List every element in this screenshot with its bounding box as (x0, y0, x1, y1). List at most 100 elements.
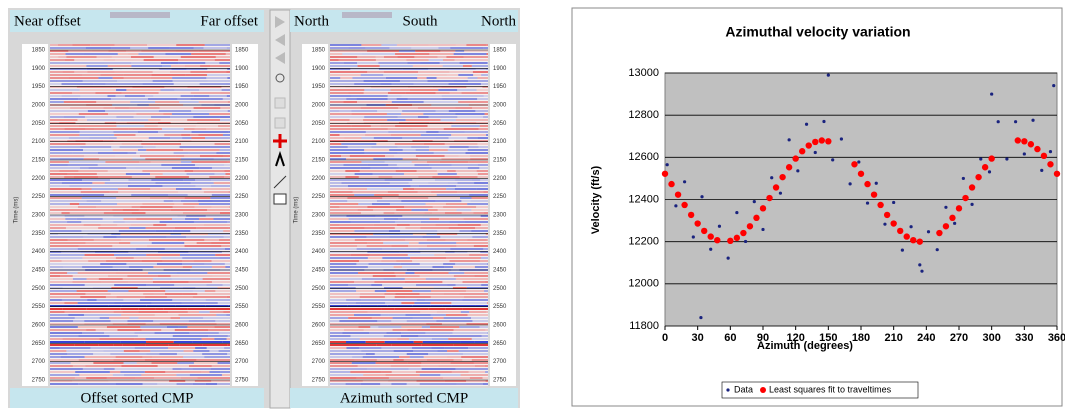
seismic-trace (110, 293, 144, 295)
tool-icon[interactable] (275, 73, 285, 83)
seismic-trace (412, 260, 450, 262)
seismic-trace (378, 326, 402, 328)
seismic-trace (222, 98, 230, 100)
seismic-trace (50, 167, 80, 169)
seismic-trace (330, 188, 349, 190)
tool-icon[interactable] (274, 117, 286, 129)
seismic-trace (196, 359, 230, 361)
seismic-trace (350, 233, 374, 235)
seismic-trace (461, 212, 474, 214)
seismic-trace (120, 233, 153, 235)
tool-icon[interactable] (275, 52, 285, 64)
seismic-trace (352, 212, 361, 214)
seismic-trace (189, 374, 222, 376)
seismic-trace (226, 338, 230, 340)
seismic-trace (50, 137, 69, 139)
seismic-trace (216, 314, 227, 316)
seismic-trace (413, 350, 438, 352)
seismic-trace (50, 155, 85, 157)
seismic-trace (412, 347, 432, 349)
seismic-trace (144, 359, 179, 361)
seismic-trace (384, 287, 403, 289)
seismic-trace (467, 239, 487, 241)
seismic-trace (486, 134, 488, 136)
seismic-trace (104, 182, 131, 184)
seismic-trace (50, 224, 84, 226)
seismic-trace (152, 233, 171, 235)
seismic-trace (397, 146, 412, 148)
seismic-trace (102, 149, 113, 151)
seismic-trace (84, 320, 111, 322)
seismic-trace (330, 278, 362, 280)
seismic-trace (404, 206, 433, 208)
seismic-trace (465, 290, 485, 292)
seismic-trace (137, 287, 161, 289)
seismic-trace (192, 368, 211, 370)
seismic-trace (116, 80, 153, 82)
seismic-trace (155, 230, 173, 232)
seismic-trace (346, 341, 366, 343)
seismic-trace (363, 122, 399, 124)
seismic-trace (330, 284, 349, 286)
tool-icon[interactable] (273, 134, 287, 148)
seismic-trace (218, 125, 230, 127)
seismic-trace (197, 377, 230, 379)
seismic-trace (203, 47, 227, 49)
seismic-trace (63, 116, 85, 118)
seismic-trace (72, 281, 102, 283)
seismic-trace (166, 236, 187, 238)
seismic-trace (109, 371, 121, 373)
seismic-trace (330, 299, 347, 301)
seismic-trace (61, 182, 93, 184)
seismic-trace (78, 245, 113, 247)
seismic-trace (421, 326, 431, 328)
seismic-trace (412, 290, 431, 292)
seismic-trace (123, 299, 141, 301)
seismic-trace (92, 359, 114, 361)
seismic-trace (222, 284, 230, 286)
seismic-trace (456, 242, 488, 244)
seismic-trace (85, 128, 95, 130)
seismic-trace (191, 53, 226, 55)
seismic-trace (182, 287, 196, 289)
seismic-trace (431, 167, 468, 169)
seismic-trace (471, 179, 481, 181)
y-tick-label: 2050 (32, 121, 46, 127)
seismic-trace (221, 251, 230, 253)
tool-icon[interactable] (275, 34, 285, 46)
seismic-trace (431, 338, 449, 340)
seismic-trace (227, 77, 230, 79)
seismic-trace (482, 140, 488, 142)
seismic-trace (426, 233, 438, 235)
tool-icon[interactable] (274, 97, 286, 109)
seismic-trace (437, 233, 458, 235)
seismic-trace (127, 152, 137, 154)
seismic-trace (211, 260, 230, 262)
seismic-trace (161, 164, 181, 166)
seismic-trace (84, 284, 115, 286)
seismic-trace (148, 98, 178, 100)
y-tick-label: 12000 (628, 278, 659, 290)
seismic-trace (140, 206, 173, 208)
y-tick-label: 2150 (312, 158, 326, 164)
y-tick-label: 2100 (493, 139, 507, 145)
seismic-trace (349, 119, 364, 121)
seismic-trace (351, 95, 388, 97)
seismic-trace (468, 371, 486, 373)
seismic-trace (411, 209, 429, 211)
seismic-trace (104, 332, 115, 334)
tool-icon[interactable] (275, 150, 285, 167)
seismic-trace (414, 56, 438, 58)
data-point (996, 120, 1000, 124)
tool-icon[interactable] (275, 16, 285, 28)
seismic-trace (96, 101, 131, 103)
tool-icon[interactable] (273, 193, 287, 205)
seismic-trace (466, 287, 488, 289)
seismic-trace (123, 77, 151, 79)
seismic-trace (224, 347, 230, 349)
seismic-trace (449, 260, 480, 262)
y-tick-label: 2000 (32, 103, 46, 109)
toolbar (269, 9, 291, 409)
seismic-trace (84, 254, 115, 256)
tool-icon[interactable] (273, 175, 287, 189)
